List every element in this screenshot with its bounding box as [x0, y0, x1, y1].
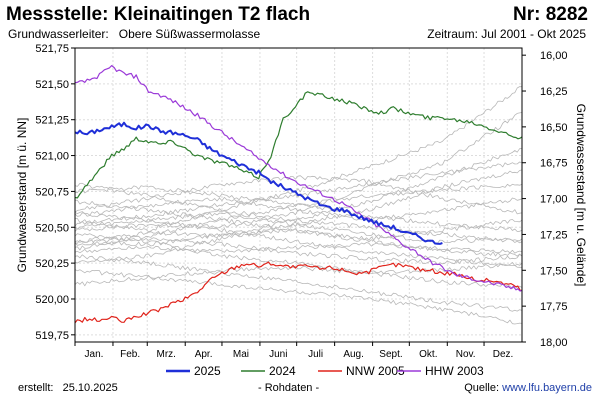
page-title: Messstelle: Kleinaitingen T2 flach	[6, 4, 311, 25]
history-series-line	[74, 185, 523, 232]
history-series-line	[74, 261, 523, 287]
y-tick-label: 521,25	[35, 115, 69, 127]
y-tick-label: 521,00	[35, 151, 69, 163]
history-series-group	[74, 86, 523, 325]
history-series-line	[74, 211, 523, 268]
series-2024-line	[74, 91, 523, 199]
history-series-line	[74, 175, 523, 215]
y-right-tick-label: 16,25	[540, 86, 568, 98]
y-right-tick-label: 16,50	[540, 122, 568, 134]
x-tick-label: Nov.	[456, 349, 476, 360]
created-info: erstellt: 25.10.2025	[18, 382, 118, 394]
history-series-line	[74, 199, 523, 257]
history-series-line	[74, 242, 523, 254]
y-right-tick-label: 17,25	[540, 229, 568, 241]
x-tick-label: Mai	[233, 349, 249, 360]
x-tick-label: Jan.	[85, 349, 104, 360]
history-series-line	[74, 148, 523, 243]
source-link[interactable]: www.lfu.bayern.de	[502, 382, 592, 394]
y-tick-label: 520,00	[35, 294, 69, 306]
history-series-line	[74, 196, 523, 222]
y-axis-title: Grundwasserstand [m ü. NN]	[15, 118, 29, 273]
legend-2024-label: 2024	[269, 364, 296, 378]
history-series-line	[74, 169, 523, 264]
y-right-tick-label: 16,00	[540, 50, 568, 62]
series-2025-line	[74, 121, 443, 245]
series-nnw-2005-line	[74, 261, 523, 324]
x-tick-label: Dez.	[493, 349, 514, 360]
station-number: Nr: 8282	[513, 4, 588, 25]
raw-data-note: - Rohdaten -	[258, 382, 320, 394]
history-series-line	[74, 182, 523, 244]
history-series-line	[74, 237, 523, 266]
legend-nnw-2005-label: NNW 2005	[346, 364, 405, 378]
x-tick-label: Aug.	[343, 349, 364, 360]
aquifer-info: Grundwasserleiter: Obere Süßwassermolass…	[8, 27, 260, 41]
x-tick-label: Juni	[269, 349, 287, 360]
y-right-axis-title: Grundwasserstand [m u. Gelände]	[574, 104, 588, 287]
y-tick-label: 521,50	[35, 79, 69, 91]
history-series-line	[74, 86, 523, 233]
plot-frame	[74, 47, 523, 343]
aquifer-value: Obere Süßwassermolasse	[118, 27, 261, 41]
created-date: 25.10.2025	[62, 382, 118, 394]
y-right-tick-label: 17,00	[540, 194, 568, 206]
period-info: Zeitraum: Jul 2001 - Okt 2025	[427, 27, 586, 41]
legend-2025-label: 2025	[194, 364, 221, 378]
y-right-tick-label: 18,00	[540, 337, 568, 349]
y-right-tick-label: 16,75	[540, 158, 568, 170]
x-tick-label: Juli	[308, 349, 323, 360]
history-series-line	[74, 211, 523, 244]
history-series-line	[74, 219, 523, 247]
y-tick-label: 520,25	[35, 258, 69, 270]
history-series-line	[74, 183, 523, 246]
y-right-tick-label: 17,50	[540, 265, 568, 277]
x-tick-label: Okt.	[419, 349, 437, 360]
x-tick-label: Mrz.	[157, 349, 176, 360]
x-tick-label: Apr.	[195, 349, 213, 360]
source-label: Quelle:	[464, 382, 500, 394]
main-series-group	[74, 64, 523, 324]
x-tick-label: Feb.	[120, 349, 140, 360]
y-tick-label: 520,50	[35, 222, 69, 234]
axes: 519,75 520,00 520,25 520,50 520,75 521,00 521,…	[15, 43, 588, 360]
x-tick-label: Sept.	[379, 349, 402, 360]
y-tick-label: 520,75	[35, 186, 69, 198]
created-label: erstellt:	[18, 382, 54, 394]
series-hhw-2003-line	[74, 64, 523, 292]
y-tick-label: 519,75	[35, 330, 69, 342]
y-right-tick-label: 17,75	[540, 301, 568, 313]
legend: 2025 2024 NNW 2005 HHW 2003	[166, 364, 484, 378]
legend-hhw-2003-label: HHW 2003	[425, 364, 484, 378]
history-series-line	[74, 254, 523, 312]
source-info: Quelle: www.lfu.bayern.de	[464, 382, 592, 394]
y-tick-label: 521,75	[35, 43, 69, 55]
aquifer-label: Grundwasserleiter:	[8, 27, 109, 41]
history-series-line	[74, 233, 523, 289]
